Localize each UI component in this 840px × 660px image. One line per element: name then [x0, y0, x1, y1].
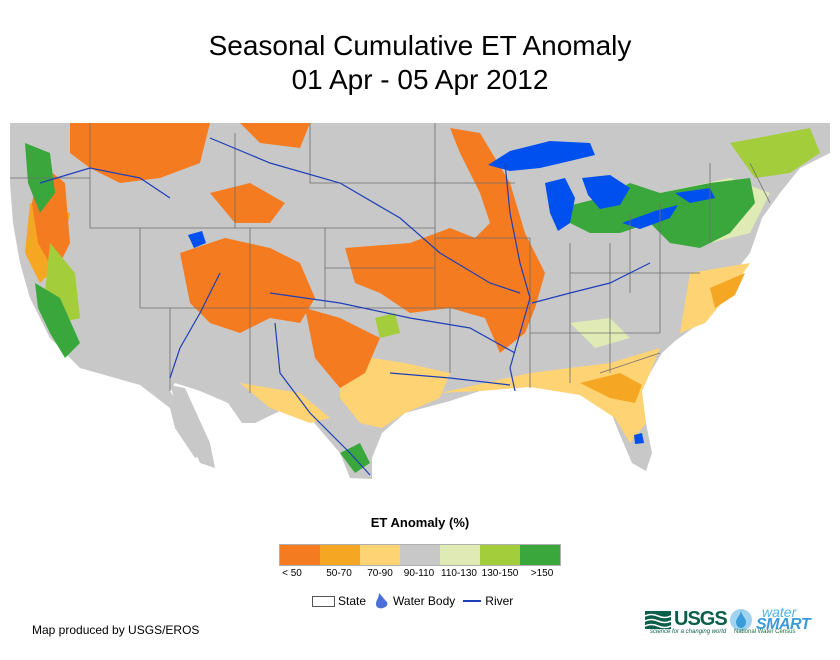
- arkansas-river: [269, 292, 516, 354]
- legend-labels: < 50 50-70 70-90 90-110 110-130 130-150 …: [279, 568, 565, 582]
- lake-ontario: [675, 188, 715, 203]
- colorado-river: [169, 272, 221, 379]
- key-river-label: River: [485, 594, 514, 608]
- watersmart-drop-icon: [730, 609, 752, 631]
- map-title: Seasonal Cumulative ET Anomaly: [208, 30, 632, 61]
- key-state-label: State: [338, 594, 367, 608]
- lake-michigan: [545, 178, 575, 231]
- key-water-body: Water Body: [374, 592, 455, 610]
- legend-title: ET Anomaly (%): [370, 515, 470, 530]
- legend-label: 130-150: [481, 568, 519, 579]
- key-river: River: [463, 594, 513, 608]
- legend-swatch-110-130: [440, 545, 480, 565]
- watersmart-subtitle: National Water Census: [734, 629, 796, 635]
- et-anomaly-map: [10, 123, 830, 479]
- legend-label: < 50: [282, 568, 302, 579]
- missouri-river: [209, 137, 521, 294]
- legend-swatch-90-110: [400, 545, 440, 565]
- map-credit: Map produced by USGS/EROS: [32, 623, 200, 637]
- map-key: State Water Body River: [312, 592, 521, 610]
- watersmart-logo: water SMART National Water Census: [728, 604, 828, 638]
- watersmart-water-text: water: [762, 604, 797, 620]
- legend-label: 70-90: [367, 568, 393, 579]
- lake-huron: [582, 175, 630, 209]
- key-state: State: [312, 594, 366, 608]
- legend-swatch-50-70: [320, 545, 360, 565]
- legend-color-bar: [279, 544, 561, 566]
- legend-label: 50-70: [326, 568, 352, 579]
- state-symbol: [312, 595, 335, 607]
- watersmart-smart-text: SMART: [756, 616, 811, 633]
- legend-label: 110-130: [441, 568, 477, 579]
- water-drop-icon: [376, 593, 388, 609]
- usgs-logo-text: USGS: [674, 608, 728, 630]
- legend-swatch-lt50: [280, 545, 320, 565]
- river-symbol: [463, 600, 482, 602]
- map-date-range: 01 Apr - 05 Apr 2012: [291, 64, 549, 95]
- anomaly-below-50: [32, 123, 545, 388]
- lake-superior: [488, 141, 595, 171]
- ohio-river: [531, 262, 651, 304]
- rio-grande: [274, 322, 371, 476]
- baja-peninsula: [170, 385, 215, 468]
- rivers: [39, 137, 651, 476]
- legend-label: 90-110: [403, 568, 435, 579]
- legend-swatch-gt150: [520, 545, 560, 565]
- snake-columbia-river: [39, 167, 171, 199]
- legend-label: >150: [530, 568, 554, 579]
- legend-swatch-70-90: [360, 545, 400, 565]
- usgs-wave-icon: [645, 610, 671, 629]
- red-river: [389, 372, 511, 386]
- usgs-logo: USGS: [645, 608, 728, 631]
- water-bodies: [188, 141, 715, 444]
- mississippi-river: [504, 162, 531, 392]
- state-borders: [10, 123, 771, 393]
- usgs-tagline: science for a changing world: [650, 629, 727, 635]
- lake-erie: [622, 205, 678, 229]
- legend-swatch-130-150: [480, 545, 520, 565]
- great-salt-lake: [188, 231, 206, 248]
- lake-okeechobee: [634, 433, 644, 444]
- key-water-body-label: Water Body: [393, 594, 456, 608]
